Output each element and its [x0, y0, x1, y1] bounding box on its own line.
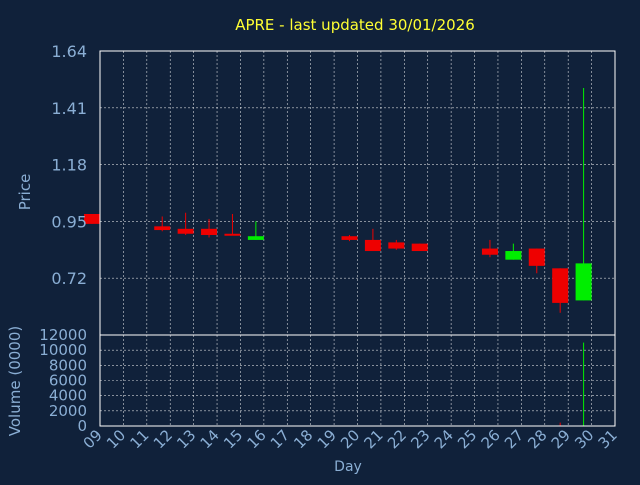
x-tick-label: 14	[197, 426, 223, 452]
volume-axis-label: Volume (0000)	[6, 326, 24, 436]
volume-tick-label: 6000	[49, 372, 87, 390]
volume-tick-label: 4000	[49, 387, 87, 405]
x-tick-label: 17	[267, 426, 293, 452]
x-tick-label: 23	[407, 426, 433, 452]
x-tick-label: 11	[126, 426, 152, 452]
candle-body	[481, 248, 498, 255]
price-tick-label: 1.41	[51, 99, 87, 118]
x-tick-label: 30	[571, 426, 597, 452]
price-axis-label: Price	[16, 174, 34, 211]
chart-title: APRE - last updated 30/01/2026	[235, 16, 475, 34]
tick-labels: 0.72 0.95 1.18 1.41 1.64 02000400060008000100…	[39, 42, 621, 452]
x-tick-label: 10	[103, 426, 129, 452]
candle-body	[364, 239, 381, 252]
x-tick-label: 27	[501, 426, 527, 452]
x-tick-label: 28	[524, 426, 550, 452]
grid-lines	[100, 51, 615, 426]
price-tick-label: 1.18	[51, 156, 87, 175]
volume-tick-label: 8000	[49, 356, 87, 374]
candle-body	[84, 213, 100, 224]
candle-body	[177, 228, 194, 234]
x-tick-label: 24	[431, 426, 457, 452]
price-tick-label: 1.64	[51, 42, 87, 61]
candle-body	[505, 251, 522, 260]
candle-body	[575, 263, 592, 301]
candle-body	[528, 248, 545, 266]
x-tick-label: 22	[384, 426, 410, 452]
chart-marks	[84, 88, 592, 426]
x-tick-label: 15	[220, 426, 246, 452]
volume-tick-label: 0	[77, 417, 87, 435]
candle-body	[341, 236, 358, 240]
candle-body	[154, 226, 171, 231]
x-tick-label: 19	[314, 426, 340, 452]
x-tick-label: 21	[361, 426, 387, 452]
plot-frames	[99, 50, 616, 427]
volume-tick-label: 12000	[39, 326, 87, 344]
x-axis-label: Day	[334, 459, 362, 475]
x-tick-label: 16	[243, 426, 269, 452]
x-tick-label: 25	[454, 426, 480, 452]
x-tick-label: 12	[150, 426, 176, 452]
x-tick-label: 26	[478, 426, 504, 452]
candle-body	[552, 268, 569, 303]
volume-tick-label: 10000	[39, 341, 87, 359]
x-tick-label: 29	[548, 426, 574, 452]
x-tick-label: 18	[290, 426, 316, 452]
candle-body	[388, 242, 405, 249]
candle-body	[411, 243, 428, 252]
price-tick-label: 0.72	[51, 269, 87, 288]
x-tick-label: 13	[173, 426, 199, 452]
price-tick-label: 0.95	[51, 212, 87, 231]
volume-tick-label: 2000	[49, 402, 87, 420]
candle-body	[224, 233, 241, 236]
volume-panel-frame	[99, 334, 616, 427]
candle-body	[247, 236, 264, 240]
candle-body	[201, 228, 218, 235]
x-tick-label: 20	[337, 426, 363, 452]
x-tick-label: 31	[595, 426, 621, 452]
